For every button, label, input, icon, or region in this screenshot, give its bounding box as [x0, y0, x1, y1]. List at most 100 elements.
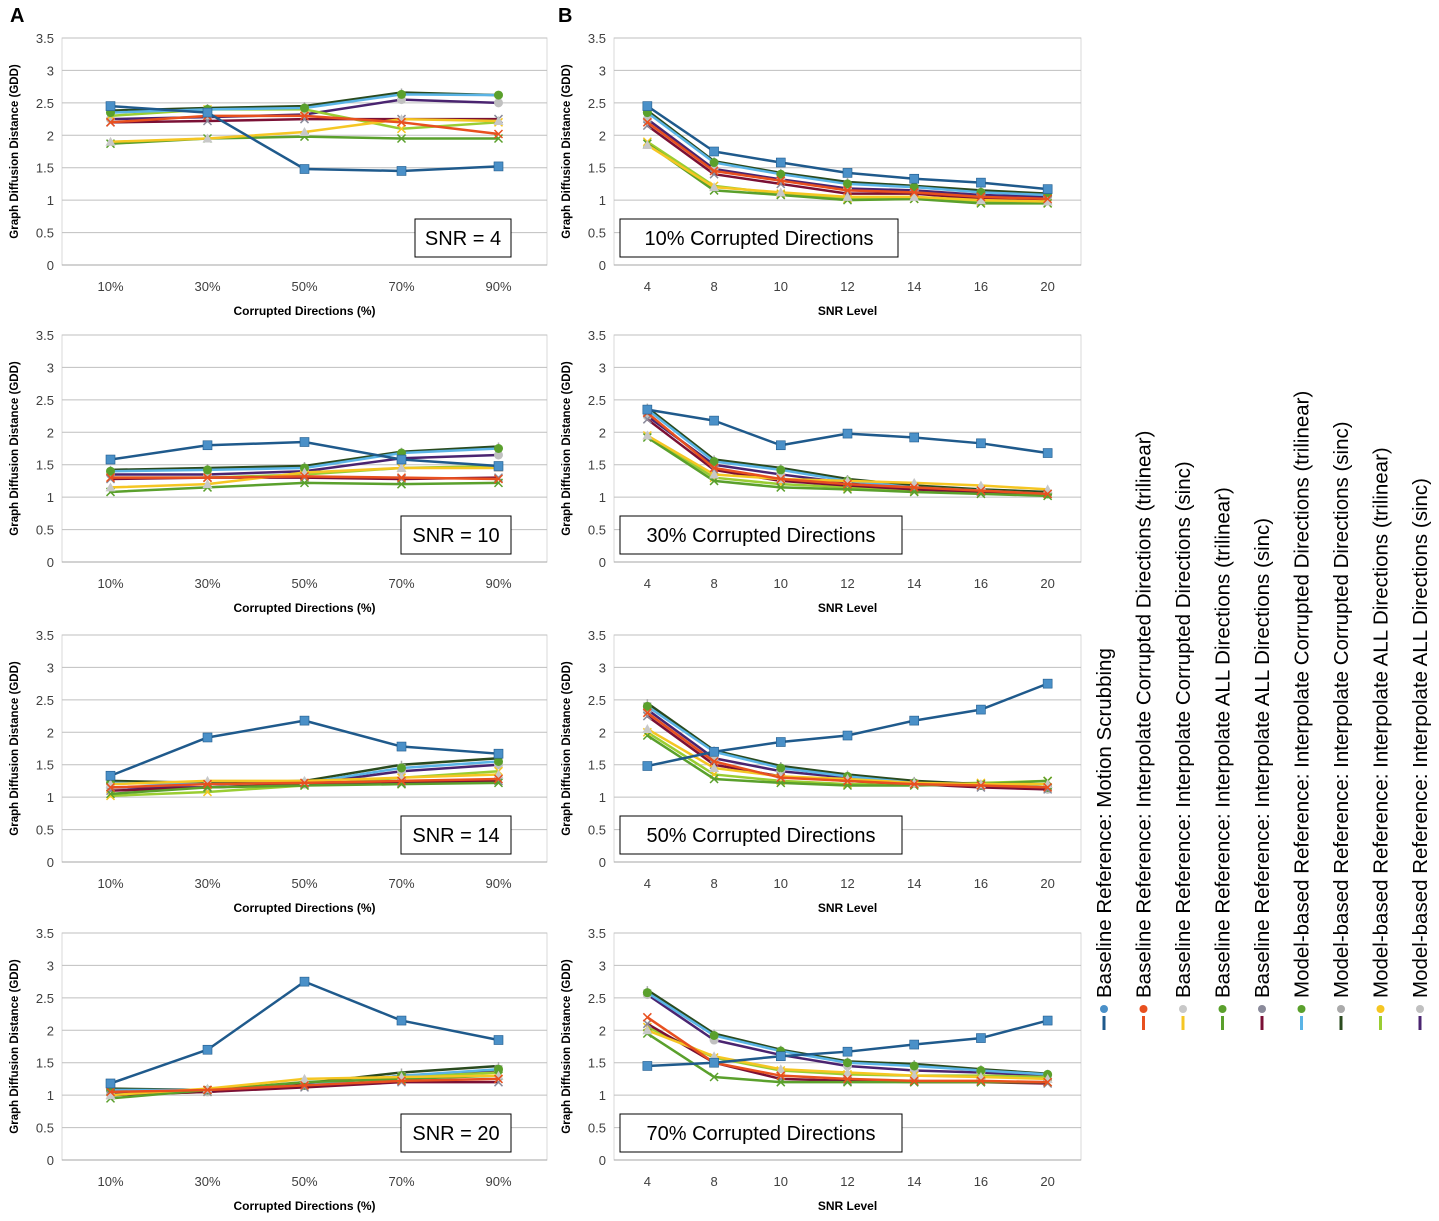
- y-tick-label: 1.5: [588, 758, 606, 773]
- y-tick-label: 0: [599, 555, 606, 570]
- chart-5: 0 0.5 1 1.5 2 2.5 3 3.5 4 8 10 12 14 16 20 SNR Level Gra…: [561, 31, 1082, 318]
- y-tick-label: 1.5: [36, 458, 54, 473]
- x-tick-label: 50%: [291, 1174, 317, 1189]
- data-point: [975, 195, 986, 205]
- x-tick-label: 8: [710, 1174, 717, 1189]
- data-point: [709, 182, 720, 192]
- x-axis-label: Corrupted Directions (%): [233, 601, 375, 615]
- data-point: [494, 756, 503, 766]
- data-point: [1043, 489, 1053, 499]
- data-point: [775, 1051, 786, 1062]
- data-point: [776, 1071, 786, 1081]
- data-point: [396, 124, 407, 134]
- data-point: [776, 773, 786, 783]
- data-point: [642, 404, 653, 415]
- legend-marker: [1297, 1005, 1306, 1013]
- data-point: [106, 466, 115, 476]
- data-point: [842, 191, 853, 201]
- data-point: [105, 770, 116, 781]
- x-axis-label: SNR Level: [818, 901, 877, 915]
- data-point: [843, 1058, 852, 1068]
- data-point: [396, 133, 407, 144]
- x-tick-label: 4: [644, 576, 651, 591]
- data-point: [976, 192, 986, 202]
- annotation-label: SNR = 10: [412, 525, 499, 547]
- data-point: [642, 1012, 652, 1022]
- data-point: [642, 1019, 652, 1029]
- data-point: [493, 474, 504, 484]
- data-point: [709, 456, 719, 466]
- y-tick-label: 2: [599, 725, 606, 740]
- y-tick-label: 3: [599, 660, 606, 675]
- data-point: [642, 101, 653, 111]
- data-point: [976, 486, 986, 496]
- y-axis-label: Graph Diffusion Distance (GDD): [561, 64, 573, 239]
- data-point: [202, 133, 213, 143]
- y-tick-label: 3: [599, 958, 606, 973]
- series-2: [105, 471, 504, 484]
- legend-label: Baseline Reference: Interpolate ALL Dire…: [1212, 487, 1235, 998]
- x-tick-label: 50%: [291, 876, 317, 891]
- data-point: [396, 776, 407, 786]
- data-point: [299, 1073, 310, 1083]
- x-tick-label: 10%: [97, 279, 123, 294]
- series-1: [105, 437, 504, 471]
- annotation-box: [414, 218, 512, 258]
- chart-1: 0 0.5 1 1.5 2 2.5 3 3.5 10% 30% 50% 70% 90% Corrupted…: [9, 31, 548, 318]
- data-point: [494, 90, 503, 100]
- data-point: [775, 1064, 786, 1074]
- legend-entry-2: Baseline Reference: Interpolate Corrupte…: [1133, 431, 1156, 1030]
- annotation-box: [400, 1113, 512, 1153]
- data-point: [1042, 448, 1053, 458]
- y-tick-label: 2.5: [36, 393, 54, 408]
- y-tick-label: 2.5: [588, 991, 606, 1006]
- data-point: [1043, 194, 1053, 204]
- panel-label-a: A: [10, 5, 24, 27]
- y-tick-label: 2: [599, 1023, 606, 1038]
- y-tick-label: 1: [47, 490, 54, 505]
- x-tick-label: 8: [710, 279, 717, 294]
- series-1: [105, 715, 504, 781]
- series-6: [642, 988, 1053, 1079]
- data-point: [396, 479, 407, 489]
- data-point: [709, 762, 720, 772]
- y-tick-label: 3: [47, 360, 54, 375]
- series-4: [642, 432, 1053, 501]
- data-point: [976, 780, 986, 790]
- x-tick-label: 16: [974, 876, 988, 891]
- series-2: [642, 708, 1053, 792]
- y-tick-label: 2: [599, 425, 606, 440]
- y-tick-label: 1.5: [36, 161, 54, 176]
- data-point: [709, 1057, 719, 1068]
- y-tick-label: 1.5: [36, 1056, 54, 1071]
- data-point: [202, 779, 213, 789]
- data-point: [299, 127, 310, 137]
- y-tick-label: 1.5: [588, 458, 606, 473]
- chart-6: 0 0.5 1 1.5 2 2.5 3 3.5 4 8 10 12 14 16 20 SNR Level Gra…: [561, 328, 1082, 615]
- legend-entry-8: Model-based Reference: Interpolate ALL D…: [1370, 447, 1393, 1030]
- x-axis-label: Corrupted Directions (%): [233, 901, 375, 915]
- data-point: [105, 136, 116, 146]
- data-point: [842, 479, 853, 489]
- data-point: [494, 444, 503, 453]
- y-tick-label: 1: [47, 1088, 54, 1103]
- data-point: [909, 779, 919, 789]
- data-point: [642, 1025, 653, 1035]
- x-tick-label: 30%: [194, 576, 220, 591]
- legend-marker: [1258, 1005, 1266, 1013]
- x-tick-label: 12: [840, 876, 854, 891]
- data-point: [842, 1046, 853, 1057]
- data-point: [1042, 678, 1053, 689]
- y-tick-label: 2.5: [588, 393, 606, 408]
- y-tick-label: 3.5: [588, 628, 606, 643]
- data-point: [642, 701, 652, 711]
- data-point: [202, 1085, 213, 1095]
- legend-label: Model-based Reference: Interpolate Corru…: [1291, 391, 1314, 998]
- data-point: [776, 176, 786, 186]
- y-axis-label: Graph Diffusion Distance (GDD): [561, 361, 573, 536]
- annotation-box: [619, 1113, 903, 1153]
- y-tick-label: 0.5: [588, 823, 606, 838]
- x-tick-label: 10: [774, 279, 788, 294]
- y-tick-label: 3.5: [36, 926, 54, 941]
